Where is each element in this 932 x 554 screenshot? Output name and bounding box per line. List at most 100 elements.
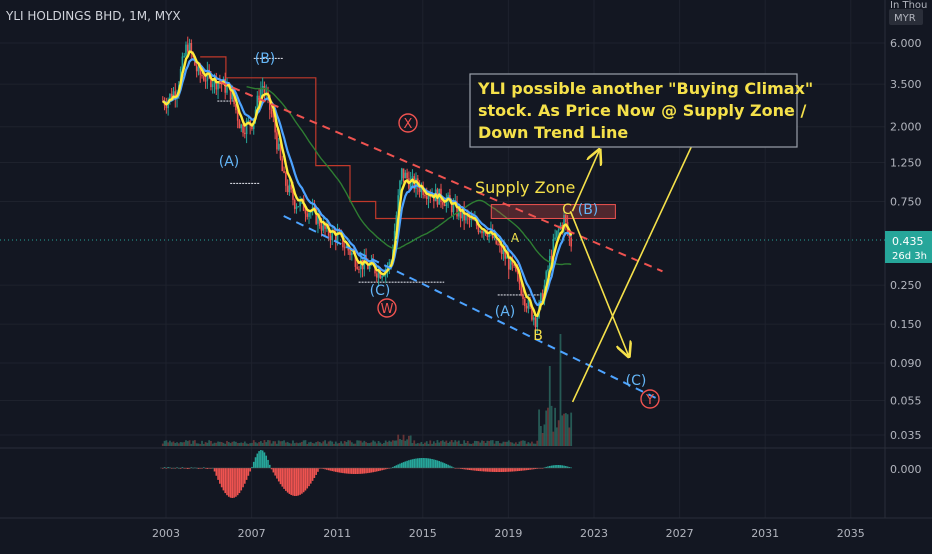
oscillator-bar bbox=[484, 468, 487, 472]
volume-bar bbox=[484, 442, 487, 446]
volume-bar bbox=[472, 443, 474, 446]
oscillator-bar bbox=[245, 468, 248, 480]
oscillator-bar bbox=[395, 465, 398, 468]
volume-bar bbox=[397, 434, 400, 446]
volume-bars bbox=[161, 334, 573, 446]
candle-body bbox=[367, 263, 369, 270]
oscillator-bar bbox=[482, 468, 485, 472]
supply-zone-rect bbox=[490, 204, 616, 219]
candle-body bbox=[299, 200, 301, 207]
volume-bar bbox=[227, 442, 230, 446]
candle-body bbox=[427, 195, 430, 199]
volume-bar bbox=[231, 441, 234, 446]
candle-body bbox=[315, 207, 317, 224]
candle-body bbox=[522, 294, 524, 299]
oscillator-bar bbox=[286, 468, 289, 493]
volume-bar bbox=[504, 441, 507, 446]
volume-bar bbox=[186, 441, 189, 446]
candle-body bbox=[188, 42, 191, 52]
price-axis[interactable]: 6.000 3.500 2.000 1.250 0.750 0.250 0.150 0.090… bbox=[890, 37, 922, 442]
oscillator-bar bbox=[425, 458, 428, 468]
oscillator-bar bbox=[516, 468, 519, 472]
volume-bar bbox=[174, 442, 177, 446]
oscillator-bar bbox=[288, 468, 291, 494]
annotations[interactable]: (B) (A) X (C) W (A) B A C (B) (C) Y Supply Zone YLI p… bbox=[219, 51, 814, 409]
volume-bar bbox=[366, 443, 369, 446]
wave-label-c2: (C) bbox=[626, 373, 647, 389]
time-tick-label: 2027 bbox=[666, 527, 694, 540]
volume-bar bbox=[299, 442, 302, 446]
oscillator-bar bbox=[265, 455, 268, 468]
oscillator-bar bbox=[404, 461, 407, 468]
candle-body bbox=[468, 216, 471, 220]
candle-body bbox=[524, 298, 526, 306]
candle-body bbox=[354, 253, 357, 267]
candle-body bbox=[400, 168, 403, 181]
volume-bar bbox=[413, 440, 416, 446]
oscillator-bar bbox=[427, 458, 430, 468]
volume-bar bbox=[406, 439, 409, 446]
oscillator-bar bbox=[409, 459, 412, 468]
chart-legend[interactable]: YLI HOLDINGS BHD, 1M, MYX bbox=[6, 9, 181, 23]
time-axis[interactable]: 2003 2007 2011 2015 2019 2023 2027 2031 2035 bbox=[152, 527, 865, 540]
volume-bar bbox=[543, 424, 546, 446]
candle-body bbox=[172, 91, 175, 99]
candle-body bbox=[190, 42, 193, 53]
oscillator-histogram bbox=[160, 450, 572, 498]
wave-label-a1: (A) bbox=[219, 154, 240, 170]
down-trend-line bbox=[219, 81, 663, 273]
oscillator-bar bbox=[281, 468, 284, 487]
oscillator-bar bbox=[285, 468, 287, 491]
oscillator-bar bbox=[536, 468, 539, 469]
volume-bar bbox=[261, 442, 264, 446]
candle-body bbox=[292, 189, 294, 200]
volume-bar bbox=[440, 441, 442, 446]
oscillator-bar bbox=[263, 452, 266, 468]
volume-bar bbox=[274, 441, 277, 446]
volume-bar bbox=[252, 440, 255, 446]
oscillator-bar bbox=[345, 468, 348, 474]
candle-body bbox=[450, 201, 453, 213]
currency-badge[interactable] bbox=[889, 9, 923, 25]
oscillator-bar bbox=[490, 468, 492, 472]
volume-bar bbox=[518, 441, 521, 446]
volume-bar bbox=[217, 441, 219, 446]
volume-bar bbox=[402, 434, 405, 446]
candle-body bbox=[290, 184, 292, 190]
wave-label-circle bbox=[398, 113, 418, 133]
oscillator-bar bbox=[343, 468, 346, 474]
wave-label-b1: (B) bbox=[255, 51, 276, 67]
volume-bar bbox=[475, 440, 478, 446]
volume-bar bbox=[243, 441, 246, 446]
volume-bar bbox=[334, 441, 337, 446]
oscillator-bar bbox=[359, 468, 362, 474]
volume-bar bbox=[416, 443, 419, 446]
volume-bar bbox=[222, 442, 225, 446]
oscillator-bar bbox=[545, 466, 548, 468]
oscillator-bar bbox=[438, 461, 441, 468]
volume-bar bbox=[465, 443, 467, 446]
candle-body bbox=[531, 306, 533, 320]
volume-bar bbox=[409, 435, 412, 446]
price-tick-label: 0.250 bbox=[890, 279, 922, 292]
oscillator-bar bbox=[299, 468, 301, 495]
candle-body bbox=[482, 230, 485, 234]
volume-bar bbox=[554, 407, 557, 446]
volume-bar bbox=[461, 443, 464, 446]
candle-body bbox=[497, 243, 499, 245]
volume-bar bbox=[541, 433, 544, 446]
candle-body bbox=[479, 231, 482, 233]
volume-bar bbox=[516, 443, 519, 446]
candle-body bbox=[441, 202, 444, 205]
volume-bar bbox=[466, 440, 469, 446]
oscillator-bar bbox=[220, 468, 223, 488]
oscillator-bar bbox=[381, 468, 383, 471]
oscillator-bar bbox=[568, 467, 571, 468]
oscillator-bar bbox=[413, 458, 416, 468]
volume-bar bbox=[192, 440, 195, 446]
volume-bar bbox=[350, 442, 353, 446]
time-tick-label: 2019 bbox=[494, 527, 522, 540]
volume-bar bbox=[202, 443, 205, 446]
